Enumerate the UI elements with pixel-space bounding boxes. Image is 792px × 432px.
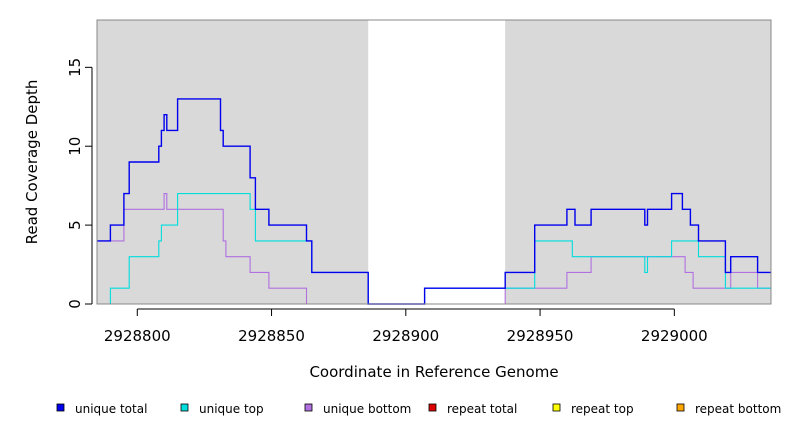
- x-tick-label: 2928950: [507, 327, 574, 345]
- x-axis: 2928800 2928850 2928900 2928950 2929000: [104, 308, 708, 345]
- series-line-unique-bottom: [97, 193, 771, 305]
- legend-label: unique bottom: [323, 402, 411, 416]
- legend-label: unique total: [75, 402, 147, 416]
- x-tick-label: 2929000: [641, 327, 708, 345]
- legend-label: repeat bottom: [695, 402, 781, 416]
- y-tick-label: 5: [66, 220, 84, 230]
- y-axis: 0 5 10 15: [66, 58, 93, 309]
- legend-label: unique top: [199, 402, 264, 416]
- y-tick-label: 15: [66, 58, 84, 77]
- legend-label: repeat total: [447, 402, 517, 416]
- legend-label: repeat top: [571, 402, 634, 416]
- legend-swatch: [304, 403, 313, 412]
- legend-swatch: [56, 403, 65, 412]
- y-tick-label: 0: [66, 299, 84, 309]
- x-axis-title: Coordinate in Reference Genome: [309, 363, 558, 381]
- legend-swatch: [552, 403, 561, 412]
- background-regions: [97, 20, 771, 304]
- y-tick-label: 10: [66, 137, 84, 156]
- x-tick-label: 2928900: [372, 327, 439, 345]
- legend-swatch: [180, 403, 189, 412]
- plot-frame: [96, 19, 772, 305]
- legend-swatch: [428, 403, 437, 412]
- legend-swatch: [676, 403, 685, 412]
- series-line-unique-total: [97, 98, 771, 305]
- x-tick-label: 2928850: [238, 327, 305, 345]
- legend: unique total unique top unique bottom repea…: [56, 402, 781, 416]
- y-axis-title: Read Coverage Depth: [23, 80, 41, 245]
- x-tick-label: 2928800: [104, 327, 171, 345]
